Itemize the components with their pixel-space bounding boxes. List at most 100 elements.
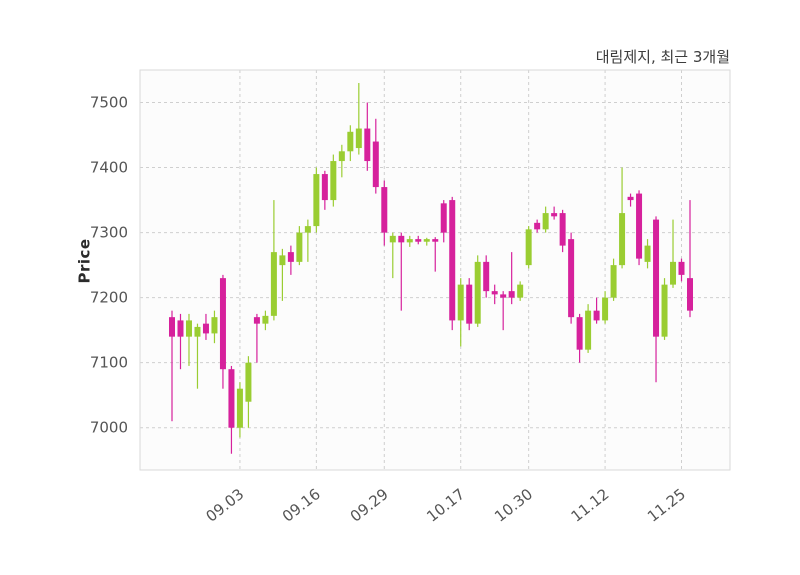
candle-up (211, 310, 218, 344)
candle-body (661, 284, 668, 337)
candle-down (500, 291, 507, 331)
candle-up (236, 382, 243, 438)
candle-body (559, 213, 566, 246)
candle-up (194, 323, 201, 389)
candle-body (245, 362, 252, 402)
candle-up (661, 278, 668, 340)
candle-down (219, 274, 226, 389)
candle-up (474, 255, 481, 327)
x-tick-label: 10.17 (423, 485, 468, 526)
candle-up (610, 258, 617, 301)
candle-down (678, 258, 685, 282)
candle-body (517, 284, 524, 298)
candle-down (253, 313, 260, 363)
candle-body (279, 255, 286, 266)
candle-down (228, 365, 235, 454)
candle-body (610, 265, 617, 298)
candle-body (219, 278, 226, 370)
candle-down (491, 284, 498, 305)
candle-body (177, 320, 184, 337)
candle-body (304, 226, 311, 233)
candle-body (253, 317, 260, 324)
candle-body (449, 200, 456, 321)
candle-up (270, 200, 277, 321)
y-tick-label: 7300 (90, 224, 128, 242)
candle-body (406, 239, 413, 243)
candle-body (576, 317, 583, 350)
candle-down (415, 235, 422, 245)
candle-body (262, 315, 269, 324)
candle-body (551, 213, 558, 217)
candle-body (440, 203, 447, 233)
candle-up (347, 125, 354, 162)
y-tick-label: 7200 (90, 289, 128, 307)
candle-body (347, 131, 354, 152)
candle-body (457, 284, 464, 321)
candle-up (602, 291, 609, 324)
candle-body (636, 193, 643, 259)
candle-up (457, 278, 464, 347)
candle-body (619, 213, 626, 266)
candle-body (381, 187, 388, 233)
candle-down (432, 237, 439, 272)
candle-body (169, 317, 175, 337)
candle-body (670, 261, 677, 285)
candle-up (517, 281, 524, 301)
candle-down (466, 278, 473, 331)
candle-body (287, 252, 294, 262)
candle-up (619, 167, 626, 269)
y-tick-label: 7000 (90, 419, 128, 437)
candle-body (508, 291, 515, 298)
candle-down (508, 252, 515, 305)
candle-body (372, 141, 379, 188)
candle-body (211, 317, 218, 334)
candle-down (551, 206, 558, 220)
y-tick-label: 7500 (90, 94, 128, 112)
candle-up (338, 144, 345, 178)
candle-body (593, 310, 600, 321)
candle-up (330, 154, 337, 207)
candle-body (415, 239, 422, 242)
candle-up (542, 206, 549, 233)
candle-down (627, 193, 634, 207)
candle-up (313, 167, 320, 233)
candle-body (466, 284, 473, 324)
candle-body (389, 235, 396, 243)
candle-body (296, 232, 303, 262)
candle-body (330, 161, 337, 201)
x-tick-label: 11.25 (644, 485, 689, 526)
candle-down (381, 180, 388, 246)
candle-up (355, 83, 362, 155)
candle-down (398, 232, 405, 311)
candle-down (576, 313, 583, 363)
candle-body (534, 222, 541, 230)
x-tick-label: 10.30 (491, 485, 536, 526)
candle-body (474, 261, 481, 324)
x-tick-label: 09.03 (202, 485, 247, 526)
candle-down (449, 196, 456, 331)
y-tick-label: 7400 (90, 159, 128, 177)
candle-body (185, 320, 192, 337)
candle-up (245, 356, 252, 428)
candle-down (364, 102, 371, 171)
candle-down (636, 190, 643, 266)
candle-body (432, 239, 439, 242)
candle-down (287, 245, 294, 275)
candle-body (491, 291, 498, 295)
candle-up (279, 248, 286, 301)
candle-up (304, 219, 311, 262)
candle-body (228, 369, 235, 428)
x-tick-label: 11.12 (568, 485, 613, 526)
candle-body (321, 174, 328, 201)
candle-body (313, 174, 320, 227)
candle-body (542, 213, 549, 230)
candle-down (440, 200, 447, 243)
candle-up (585, 304, 592, 353)
candle-up (644, 239, 651, 269)
candle-down (483, 255, 490, 298)
candle-down (593, 297, 600, 324)
candle-up (406, 235, 413, 247)
candle-body (398, 235, 405, 243)
